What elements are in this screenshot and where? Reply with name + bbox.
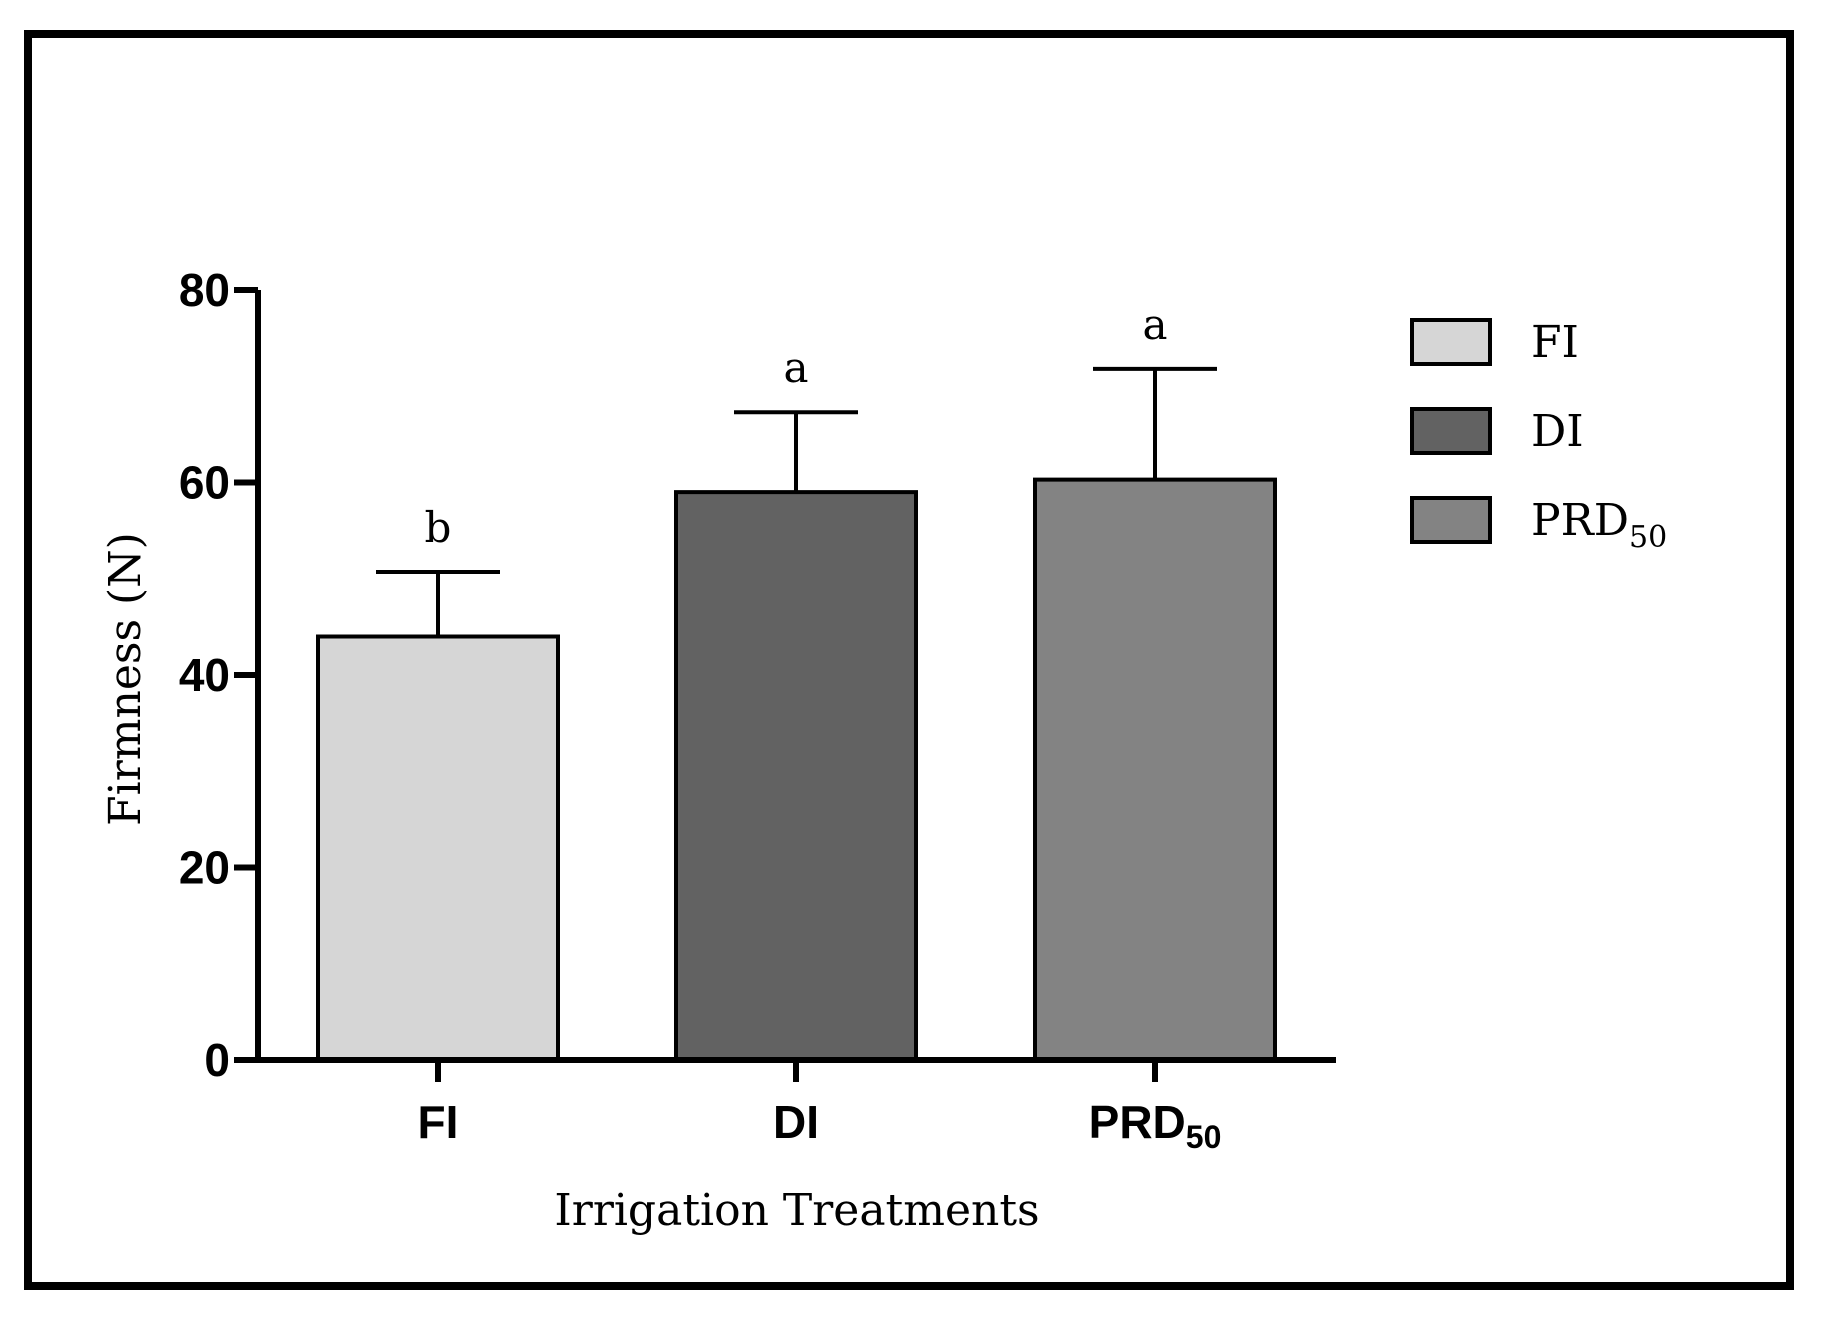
legend-label-prd50: PRD50 — [1531, 495, 1667, 555]
significance-fi: b — [425, 503, 452, 552]
legend-label-fi: FI — [1531, 317, 1579, 368]
legend: FI DI PRD50 — [1410, 317, 1667, 555]
legend-swatch-fi — [1410, 318, 1492, 366]
significance-prd50: a — [1142, 300, 1167, 349]
x-tick-label-prd50: PRD50 — [1089, 1096, 1222, 1155]
significance-di: a — [783, 343, 808, 392]
y-tick-label: 80 — [179, 264, 230, 316]
legend-swatch-prd50 — [1410, 496, 1492, 544]
y-ticks: 0 20 40 60 80 — [179, 264, 258, 1086]
bar-di — [674, 490, 918, 1062]
x-tick-label-fi: FI — [418, 1096, 459, 1148]
error-bars-layer — [376, 366, 1217, 637]
y-tick-label: 60 — [179, 457, 230, 509]
legend-swatch-di — [1410, 407, 1492, 455]
x-axis-title: Irrigation Treatments — [554, 1185, 1039, 1236]
significance-labels: b a a — [425, 300, 1168, 552]
y-tick-label: 40 — [179, 649, 230, 701]
figure-frame — [24, 30, 1794, 1290]
legend-label-di: DI — [1531, 406, 1584, 457]
bar-fi — [316, 634, 560, 1062]
y-tick-label: 0 — [204, 1034, 230, 1086]
y-axis-title: Firmness (N) — [100, 532, 151, 826]
bar-prd50 — [1033, 477, 1277, 1062]
y-tick-label: 20 — [179, 842, 230, 894]
x-ticks: FI DI PRD50 — [418, 1060, 1222, 1155]
x-tick-label-di: DI — [773, 1096, 819, 1148]
bars-layer — [316, 477, 1277, 1062]
